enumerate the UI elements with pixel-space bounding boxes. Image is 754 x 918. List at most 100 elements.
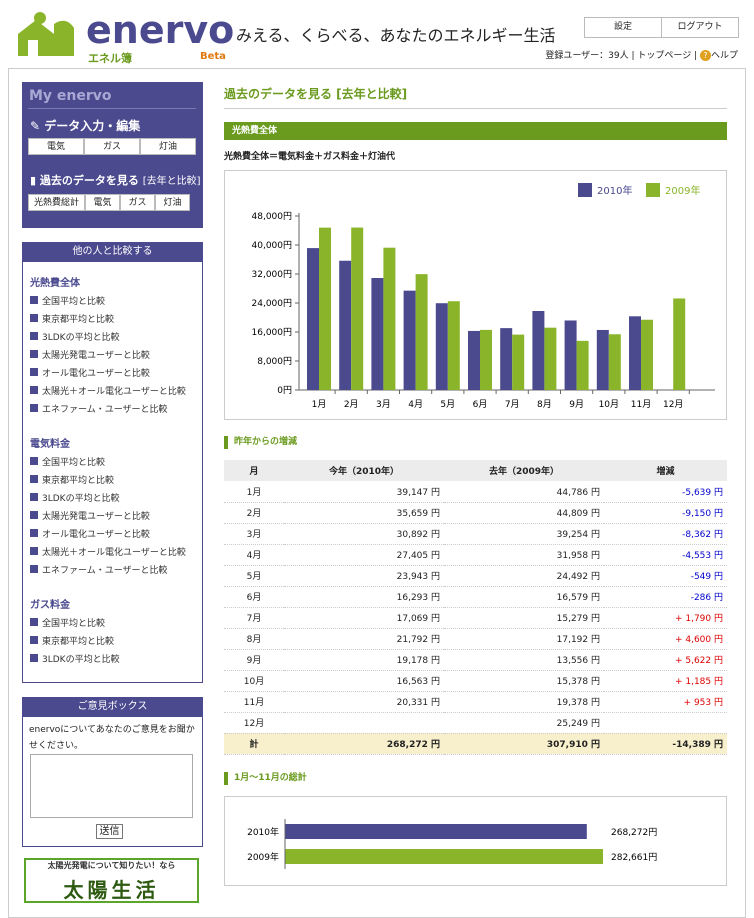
past-button[interactable]: ガス bbox=[120, 194, 155, 211]
link-bullet bbox=[30, 332, 38, 340]
cell: 12月 bbox=[224, 712, 284, 734]
past-button[interactable]: 灯油 bbox=[155, 194, 190, 211]
compare-link[interactable]: 全国平均と比較 bbox=[42, 619, 106, 629]
cell: 25,249 円 bbox=[444, 712, 604, 734]
data-row: 12月 25,249 円 bbox=[224, 712, 727, 734]
data-row: 3月 30,892 円 39,254 円 -8,362 円 bbox=[224, 523, 727, 545]
cell: 19,378 円 bbox=[444, 691, 604, 713]
legend-label: 2010年 bbox=[597, 184, 632, 197]
compare-link[interactable]: エネファーム・ユーザーと比較 bbox=[42, 405, 168, 415]
link-bullet bbox=[30, 547, 38, 555]
table-title: 昨年からの増減 bbox=[224, 436, 297, 449]
bar bbox=[371, 278, 384, 390]
cell: 31,958 円 bbox=[444, 544, 604, 566]
cell: 計 bbox=[224, 733, 284, 755]
bar bbox=[285, 849, 603, 864]
compare-link[interactable]: オール電化ユーザーと比較 bbox=[42, 530, 150, 540]
compare-link[interactable]: エネファーム・ユーザーと比較 bbox=[42, 566, 168, 576]
cell: 24,492 円 bbox=[444, 565, 604, 587]
compare-heading: 光熱費全体 bbox=[30, 278, 80, 289]
compare-link[interactable]: 3LDKの平均と比較 bbox=[42, 655, 120, 665]
past-button[interactable]: 電気 bbox=[85, 194, 120, 211]
cell: 15,279 円 bbox=[444, 607, 604, 629]
input-button[interactable]: 電気 bbox=[28, 138, 84, 155]
x-tick-label: 10月 bbox=[599, 399, 619, 410]
data-row: 5月 23,943 円 24,492 円 -549 円 bbox=[224, 565, 727, 587]
banner-title: 太陽生活 bbox=[63, 878, 160, 902]
compare-link[interactable]: 太陽光発電ユーザーと比較 bbox=[42, 512, 150, 522]
top-link[interactable]: トップページ bbox=[637, 51, 692, 61]
header-cell: 今年（2010年） bbox=[284, 460, 444, 481]
banner[interactable] bbox=[24, 858, 199, 903]
compare-link[interactable]: 東京都平均と比較 bbox=[42, 315, 115, 325]
bar bbox=[532, 311, 545, 390]
bar bbox=[351, 227, 364, 390]
compare-link[interactable]: 3LDKの平均と比較 bbox=[42, 494, 120, 504]
cell: 15,378 円 bbox=[444, 670, 604, 692]
cell: + 4,600 円 bbox=[604, 628, 727, 650]
cell: + 1,185 円 bbox=[604, 670, 727, 692]
y-tick-label: 0円 bbox=[277, 385, 292, 396]
compare-link[interactable]: 太陽光＋オール電化ユーザーと比較 bbox=[42, 387, 186, 397]
x-tick-label: 6月 bbox=[473, 399, 488, 410]
input-button[interactable]: ガス bbox=[84, 138, 140, 155]
link-bullet bbox=[30, 529, 38, 537]
cell: 23,943 円 bbox=[284, 565, 444, 587]
input-title-text: データ入力・編集 bbox=[44, 119, 141, 133]
logout-button[interactable]: ログアウト bbox=[661, 17, 739, 38]
help-link[interactable]: ヘルプ bbox=[710, 51, 738, 61]
link-bullet bbox=[30, 565, 38, 573]
compare-link[interactable]: 全国平均と比較 bbox=[42, 458, 106, 468]
user-count: 登録ユーザー：39人 bbox=[545, 51, 629, 61]
compare-link[interactable]: 太陽光発電ユーザーと比較 bbox=[42, 351, 150, 361]
y-tick-label: 24,000円 bbox=[252, 298, 293, 309]
beta-badge: Beta bbox=[200, 51, 226, 62]
y-tick-label: 16,000円 bbox=[252, 327, 293, 338]
tagline: みえる、くらべる、あなたのエネルギー生活 bbox=[236, 26, 556, 45]
cell: -286 円 bbox=[604, 586, 727, 608]
link-bullet bbox=[30, 511, 38, 519]
link-bullet bbox=[30, 636, 38, 644]
compare-link[interactable]: 東京都平均と比較 bbox=[42, 637, 115, 647]
cell: 5月 bbox=[224, 565, 284, 587]
legend-label: 2009年 bbox=[665, 184, 700, 197]
cell: 3月 bbox=[224, 523, 284, 545]
compare-link[interactable]: 全国平均と比較 bbox=[42, 297, 106, 307]
feedback-textarea[interactable] bbox=[30, 754, 193, 818]
compare-link[interactable]: オール電化ユーザーと比較 bbox=[42, 369, 150, 379]
cell: 16,293 円 bbox=[284, 586, 444, 608]
cell: 10月 bbox=[224, 670, 284, 692]
link-bullet bbox=[30, 350, 38, 358]
legend-swatch bbox=[578, 183, 592, 197]
y-tick-label: 40,000円 bbox=[252, 240, 293, 251]
send-button[interactable]: 送信 bbox=[96, 824, 123, 839]
data-row: 4月 27,405 円 31,958 円 -4,553 円 bbox=[224, 544, 727, 566]
bar bbox=[307, 248, 319, 390]
cell bbox=[284, 712, 444, 734]
compare-link[interactable]: 太陽光＋オール電化ユーザーと比較 bbox=[42, 548, 186, 558]
settings-button[interactable]: 設定 bbox=[584, 17, 662, 38]
logo-sub: エネル簿 bbox=[88, 52, 132, 65]
bar bbox=[285, 824, 587, 839]
data-row: 9月 19,178 円 13,556 円 + 5,622 円 bbox=[224, 649, 727, 671]
link-bullet bbox=[30, 654, 38, 662]
diff-table: 月今年（2010年） 去年（2009年） 増減 1月 39,147 円 44,786 円-… bbox=[224, 460, 727, 755]
value-label: 282,661円 bbox=[611, 852, 657, 863]
cell: 268,272 円 bbox=[284, 733, 444, 755]
compare-link[interactable]: 3LDKの平均と比較 bbox=[42, 333, 120, 343]
help-icon: ? bbox=[699, 50, 711, 61]
past-title-text: 過去のデータを見る bbox=[39, 174, 139, 187]
link-bullet bbox=[30, 368, 38, 376]
y-tick-label: 8,000円 bbox=[257, 356, 292, 367]
data-row: 7月 17,069 円 15,279 円 + 1,790 円 bbox=[224, 607, 727, 629]
divider bbox=[28, 108, 196, 109]
cell: 8月 bbox=[224, 628, 284, 650]
past-button[interactable]: 光熱費総計 bbox=[28, 194, 85, 211]
x-tick-label: 4月 bbox=[408, 399, 423, 410]
compare-link[interactable]: 東京都平均と比較 bbox=[42, 476, 115, 486]
my-title: My enervo bbox=[29, 88, 112, 104]
input-button[interactable]: 灯油 bbox=[140, 138, 196, 155]
cell: 7月 bbox=[224, 607, 284, 629]
compare-title: 他の人と比較する bbox=[22, 242, 203, 262]
